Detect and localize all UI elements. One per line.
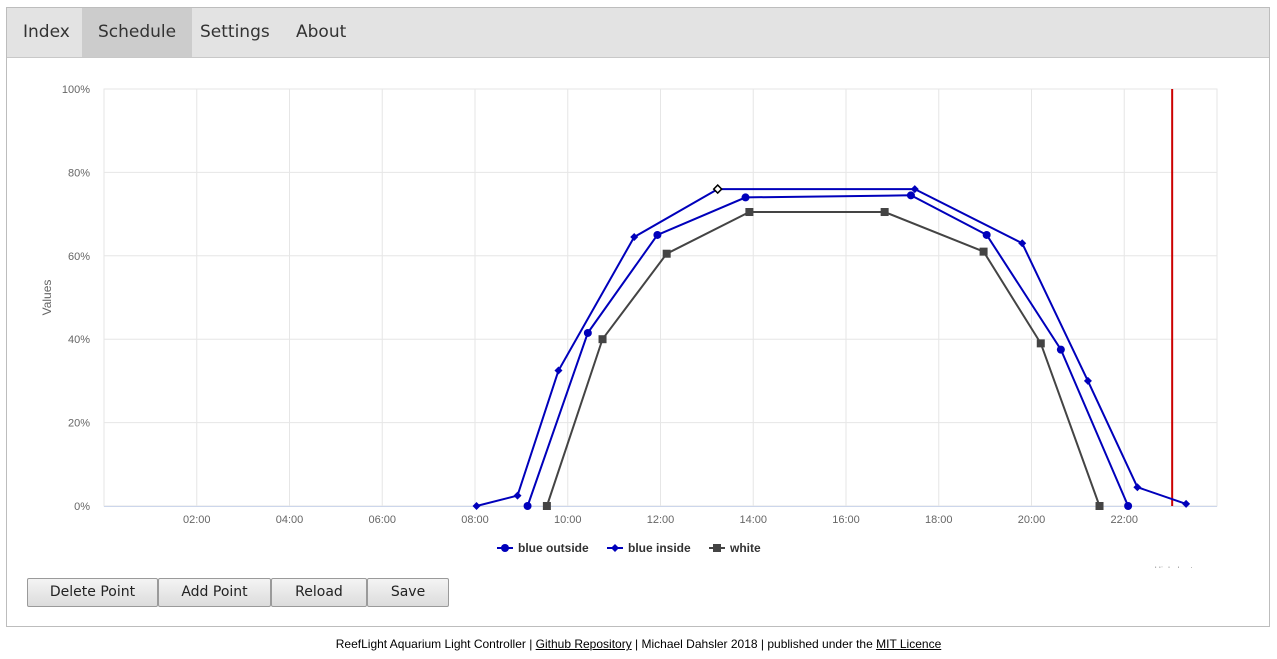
- x-tick-label: 18:00: [925, 514, 953, 526]
- tab-index[interactable]: Index: [23, 22, 70, 42]
- y-tick-label: 60%: [68, 251, 90, 263]
- x-tick-label: 14:00: [739, 514, 767, 526]
- x-tick-label: 04:00: [276, 514, 304, 526]
- y-tick-label: 40%: [68, 334, 90, 346]
- footer: ReefLight Aquarium Light Controller | Gi…: [0, 637, 1277, 651]
- y-tick-label: 20%: [68, 418, 90, 430]
- save-button[interactable]: Save: [367, 578, 449, 607]
- series-line-blue-outside: [526, 194, 1130, 507]
- legend-marker-white[interactable]: [713, 544, 721, 552]
- data-point-blue-outside[interactable]: [906, 191, 915, 200]
- footer-middle: | Michael Dahsler 2018 | published under…: [635, 637, 873, 651]
- data-point-white[interactable]: [542, 502, 551, 510]
- legend-marker-blue-outside[interactable]: [501, 544, 509, 552]
- data-point-blue-inside[interactable]: [472, 502, 481, 510]
- data-point-blue-outside[interactable]: [982, 230, 991, 239]
- app-frame: Index Schedule Settings About 0% 20% 40% 60…: [6, 7, 1270, 627]
- data-point-blue-outside[interactable]: [583, 328, 592, 337]
- x-tick-label: 10:00: [554, 514, 582, 526]
- tab-schedule[interactable]: Schedule: [82, 8, 193, 57]
- y-tick-label: 80%: [68, 167, 90, 179]
- x-tick-label: 12:00: [647, 514, 675, 526]
- data-point-blue-inside[interactable]: [1018, 239, 1027, 248]
- schedule-chart[interactable]: 0% 20% 40% 60% 80% 100% 02:00 04:00 06:00 08:00 10…: [7, 8, 1269, 568]
- y-axis-title: Values: [40, 280, 54, 316]
- x-tick-label: 08:00: [461, 514, 489, 526]
- data-point-blue-outside[interactable]: [523, 502, 532, 510]
- legend-item-white[interactable]: white: [729, 541, 761, 555]
- data-point-blue-inside[interactable]: [1083, 376, 1092, 385]
- legend-item-blue-outside[interactable]: blue outside: [518, 541, 589, 555]
- add-point-button[interactable]: Add Point: [158, 578, 271, 607]
- x-tick-label: 16:00: [832, 514, 860, 526]
- y-tick-label: 0%: [74, 501, 90, 513]
- data-point-white[interactable]: [1036, 339, 1045, 348]
- x-tick-label: 22:00: [1110, 514, 1138, 526]
- data-point-blue-outside[interactable]: [1124, 502, 1133, 510]
- data-point-blue-inside[interactable]: [910, 185, 919, 194]
- data-point-blue-outside[interactable]: [741, 193, 750, 202]
- tab-settings[interactable]: Settings: [200, 22, 270, 42]
- data-point-white[interactable]: [979, 247, 988, 256]
- data-point-blue-outside[interactable]: [1056, 345, 1065, 354]
- data-point-white[interactable]: [880, 208, 889, 217]
- legend-marker-blue-inside[interactable]: [611, 544, 619, 552]
- data-point-blue-inside[interactable]: [513, 491, 522, 500]
- x-tick-label: 20:00: [1018, 514, 1046, 526]
- series-line-blue-inside: [476, 188, 1187, 507]
- x-tick-label: 06:00: [368, 514, 396, 526]
- y-tick-label: 100%: [62, 84, 90, 96]
- nav-bar: Index Schedule Settings About: [7, 8, 1269, 58]
- legend-item-blue-inside[interactable]: blue inside: [628, 541, 691, 555]
- data-point-white[interactable]: [662, 249, 671, 258]
- data-point-blue-inside[interactable]: [554, 366, 563, 375]
- data-point-blue-inside[interactable]: [630, 233, 639, 242]
- mit-licence-link[interactable]: MIT Licence: [876, 637, 942, 651]
- tab-about[interactable]: About: [296, 22, 347, 42]
- delete-point-button[interactable]: Delete Point: [27, 578, 158, 607]
- data-point-blue-inside[interactable]: [1133, 483, 1142, 492]
- highcharts-credit: Highcharts.com: [1154, 565, 1217, 568]
- data-point-white[interactable]: [598, 335, 607, 344]
- x-tick-label: 02:00: [183, 514, 211, 526]
- selected-point-marker: [712, 184, 723, 195]
- series-line-white: [545, 211, 1101, 507]
- data-point-blue-inside[interactable]: [1182, 499, 1191, 508]
- github-repo-link[interactable]: Github Repository: [535, 637, 632, 651]
- reload-button[interactable]: Reload: [271, 578, 367, 607]
- data-point-blue-outside[interactable]: [653, 230, 662, 239]
- data-point-white[interactable]: [745, 208, 754, 217]
- data-point-white[interactable]: [1095, 502, 1104, 510]
- footer-prefix: ReefLight Aquarium Light Controller |: [335, 637, 533, 651]
